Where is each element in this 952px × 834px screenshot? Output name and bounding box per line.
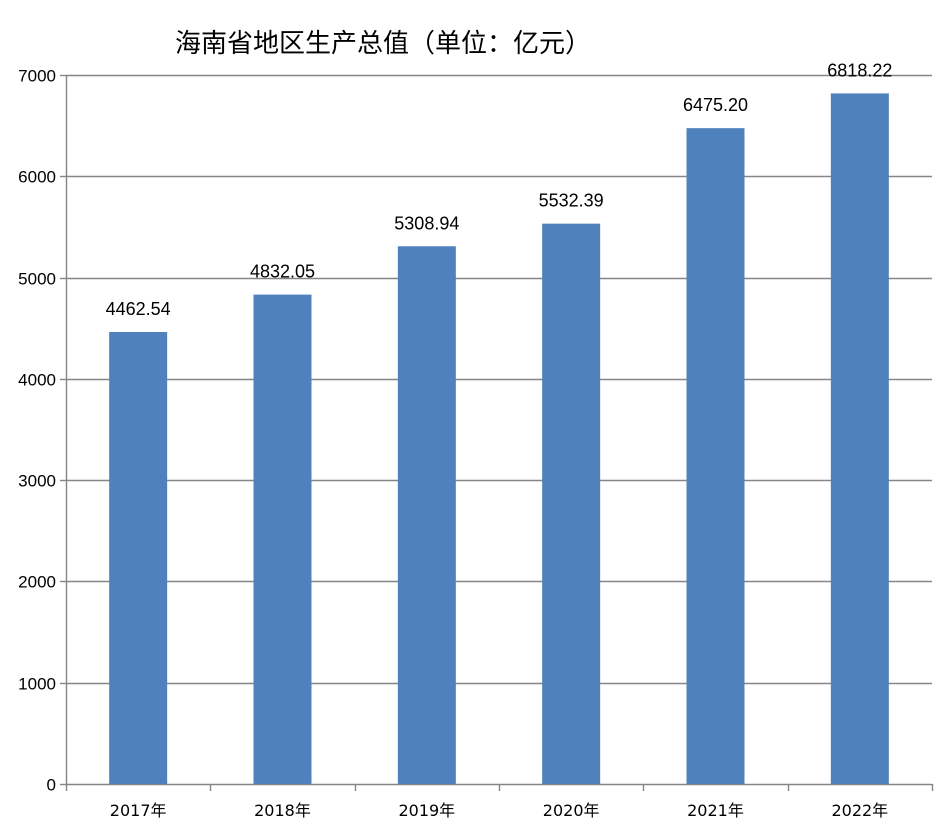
y-tick-label: 2000 bbox=[18, 573, 56, 592]
axes bbox=[60, 74, 934, 791]
bar bbox=[109, 332, 168, 784]
x-category-label: 2017年 bbox=[110, 801, 167, 820]
bar bbox=[397, 246, 456, 784]
x-category-label: 2022年 bbox=[831, 801, 888, 820]
y-tick-label: 4000 bbox=[18, 371, 56, 390]
bar bbox=[686, 128, 745, 785]
y-tick-label: 3000 bbox=[18, 472, 56, 491]
x-category-label: 2019年 bbox=[398, 801, 455, 820]
data-label: 4832.05 bbox=[250, 262, 315, 282]
y-tick-label: 6000 bbox=[18, 168, 56, 187]
data-label: 6475.20 bbox=[683, 95, 748, 115]
gridlines bbox=[66, 74, 932, 685]
x-category-label: 2020年 bbox=[543, 801, 600, 820]
labels: 0 1000 2000 3000 4000 5000 6000 7000 4462.54 2017… bbox=[18, 60, 892, 820]
y-tick-label: 7000 bbox=[18, 67, 56, 86]
data-label: 6818.22 bbox=[827, 60, 892, 80]
bar bbox=[253, 294, 312, 784]
data-label: 4462.54 bbox=[106, 299, 171, 319]
data-label: 5532.39 bbox=[539, 191, 604, 211]
x-category-label: 2021年 bbox=[687, 801, 744, 820]
y-tick-label: 5000 bbox=[18, 270, 56, 289]
x-category-label: 2018年 bbox=[254, 801, 311, 820]
chart-title: 海南省地区生产总值（单位：亿元） bbox=[175, 29, 591, 59]
y-tick-label: 0 bbox=[47, 776, 56, 795]
y-tick-label: 1000 bbox=[18, 675, 56, 694]
bar bbox=[542, 223, 601, 784]
bar bbox=[830, 93, 889, 784]
bars bbox=[109, 93, 889, 785]
data-label: 5308.94 bbox=[394, 213, 459, 233]
